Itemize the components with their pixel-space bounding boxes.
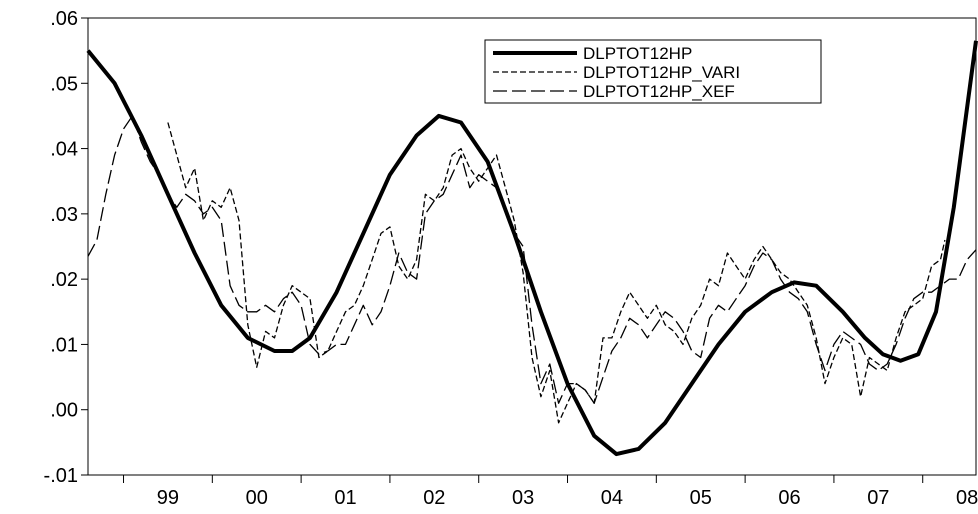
x-tick-label: 06 [778, 487, 800, 509]
x-axis: 99 00 01 02 03 04 05 06 07 08 [123, 475, 978, 509]
x-tick-label: 07 [867, 487, 889, 509]
y-tick-label: -.01 [44, 465, 78, 487]
legend-label: DLPTOT12HP_VARI [583, 63, 740, 82]
series-line-dlptot12hp-vari [167, 122, 946, 424]
y-tick-label: .01 [50, 334, 78, 356]
x-tick-label: 00 [246, 487, 268, 509]
x-tick-label: 02 [423, 487, 445, 509]
y-tick-label: .02 [50, 269, 78, 291]
plot-frame [87, 17, 977, 476]
y-tick-label: .03 [50, 204, 78, 226]
y-axis: -.01 .00 .01 .02 .03 .04 .05 .06 [44, 8, 88, 487]
x-tick-label: 04 [601, 487, 623, 509]
x-tick-label: 03 [512, 487, 534, 509]
x-tick-label: 99 [157, 487, 179, 509]
series-lines [86, 40, 978, 457]
y-tick-label: .05 [50, 73, 78, 95]
x-tick-label: 05 [690, 487, 712, 509]
legend-label: DLPTOT12HP_XEF [583, 82, 735, 101]
y-tick-label: .04 [50, 139, 78, 161]
x-tick-label: 01 [334, 487, 356, 509]
legend-label: DLPTOT12HP [583, 44, 692, 63]
y-tick-label: .00 [50, 400, 78, 422]
x-tick-label: 08 [956, 487, 978, 509]
series-line-dlptot12hp-xef [87, 115, 977, 404]
y-tick-label: .06 [50, 8, 78, 30]
series-line-dlptot12hp [86, 40, 978, 457]
